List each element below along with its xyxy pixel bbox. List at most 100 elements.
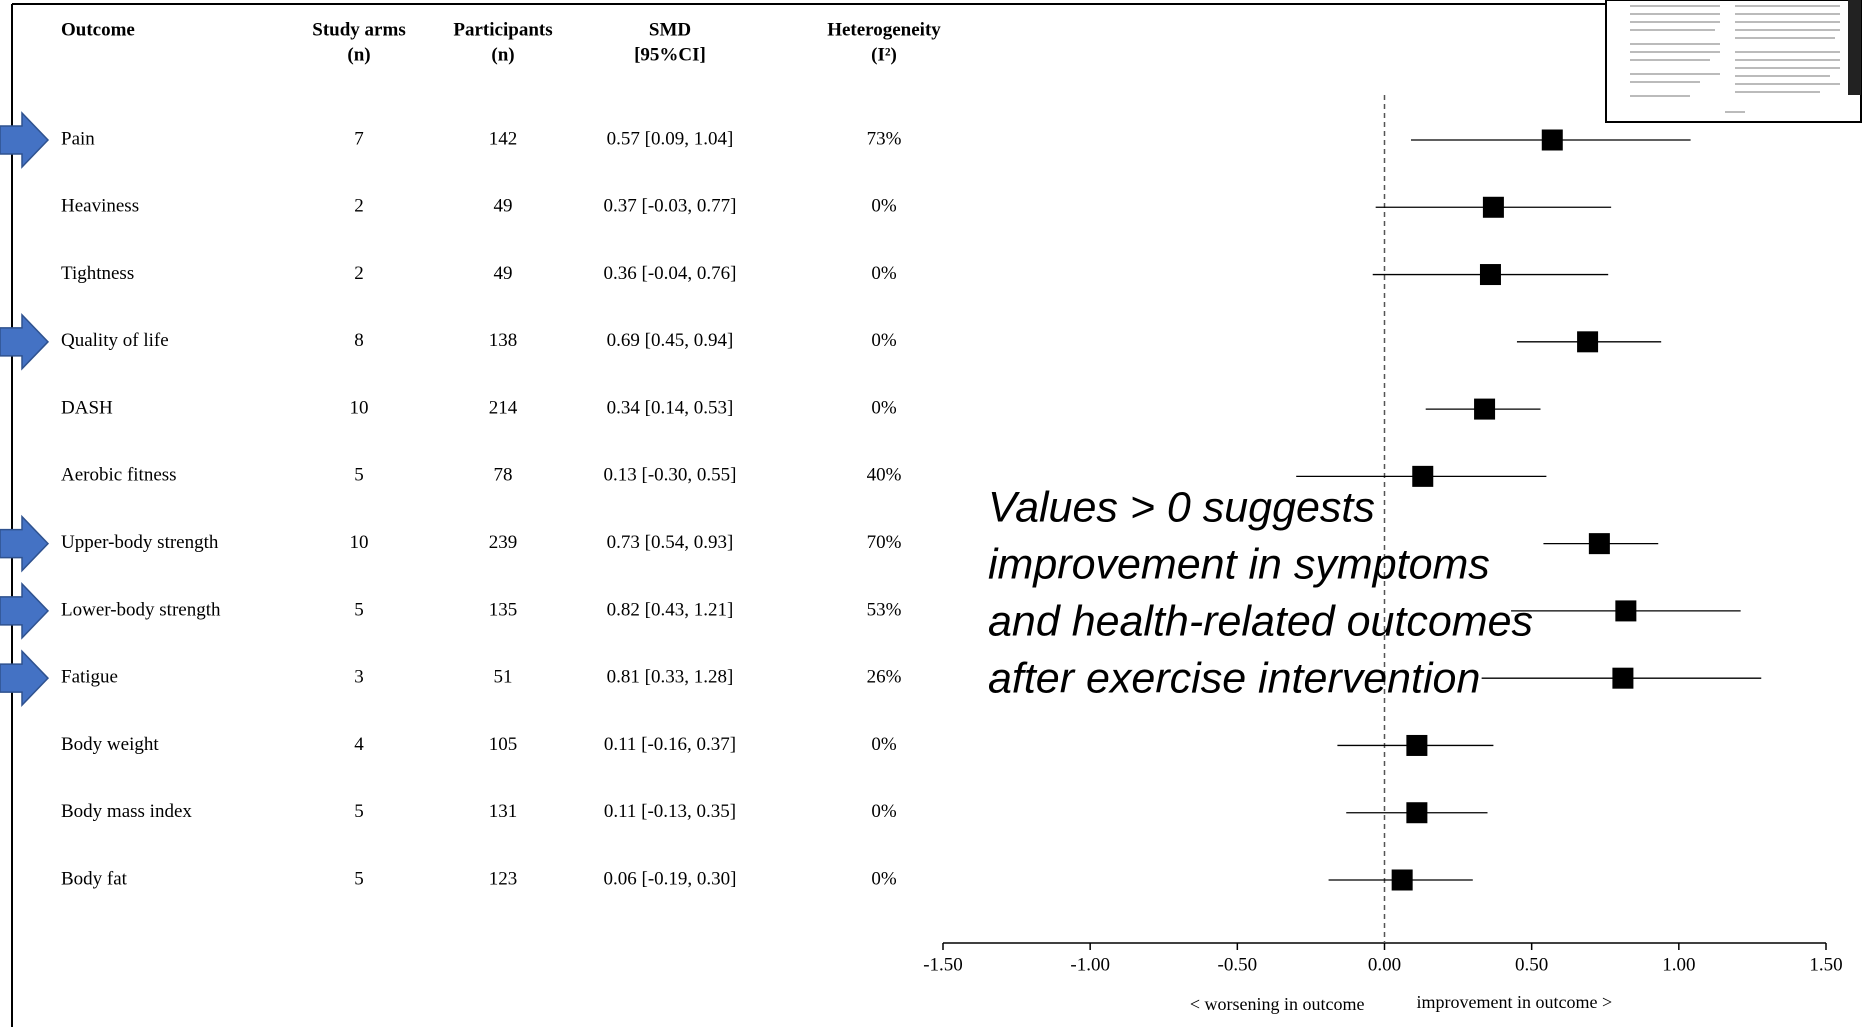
smd-label: 0.69 [0.45, 0.94] — [607, 330, 734, 351]
point-estimate — [1406, 802, 1427, 823]
x-axis-label-left: < worsening in outcome — [1190, 994, 1365, 1014]
x-tick-label: -0.50 — [1218, 954, 1258, 975]
study-arms: 4 — [354, 734, 364, 755]
study-arms: 10 — [350, 532, 369, 553]
highlight-arrow — [0, 315, 48, 369]
smd-label: 0.11 [-0.13, 0.35] — [604, 801, 736, 822]
study-arms: 8 — [354, 330, 364, 351]
outcome-label: Body fat — [61, 868, 128, 889]
participants: 131 — [489, 801, 518, 822]
point-estimate — [1483, 197, 1504, 218]
heterogeneity-label: 0% — [871, 801, 897, 822]
study-arms: 5 — [354, 599, 364, 620]
heterogeneity-label: 0% — [871, 330, 897, 351]
heterogeneity-label: 0% — [871, 263, 897, 284]
smd-label: 0.13 [-0.30, 0.55] — [604, 465, 737, 486]
highlight-arrow — [0, 517, 48, 571]
outcome-label: Lower-body strength — [61, 599, 221, 620]
x-tick-label: 0.50 — [1515, 954, 1548, 975]
outcome-label: Body weight — [61, 734, 159, 755]
study-arms: 7 — [354, 128, 364, 149]
smd-label: 0.57 [0.09, 1.04] — [607, 128, 734, 149]
heterogeneity-label: 0% — [871, 397, 897, 418]
forest-plot-page: Outcome Study arms (n) Participants (n) SMD [9… — [0, 0, 1865, 1027]
participants: 239 — [489, 532, 518, 553]
annotation: Values > 0 suggests — [988, 483, 1375, 531]
column-header: Outcome — [61, 19, 135, 40]
point-estimate — [1542, 130, 1563, 151]
smd-label: 0.11 [-0.16, 0.37] — [604, 734, 736, 755]
point-estimate — [1412, 466, 1433, 487]
x-axis-label-right: improvement in outcome > — [1417, 992, 1613, 1012]
study-arms: 2 — [354, 196, 364, 217]
point-estimate — [1577, 331, 1598, 352]
outcome-label: Tightness — [61, 263, 134, 284]
participants: 214 — [489, 397, 518, 418]
column-header: Study arms — [312, 19, 405, 40]
smd-label: 0.34 [0.14, 0.53] — [607, 397, 734, 418]
outcome-label: Quality of life — [61, 330, 169, 351]
annotation: and health-related outcomes — [988, 597, 1533, 645]
point-estimate — [1474, 399, 1495, 420]
participants: 78 — [494, 465, 513, 486]
annotation: improvement in symptoms — [988, 540, 1490, 588]
column-header: [95%CI] — [634, 44, 706, 65]
highlight-arrow — [0, 113, 48, 167]
outcome-label: DASH — [61, 397, 113, 418]
point-estimate — [1392, 870, 1413, 891]
study-arms: 5 — [354, 801, 364, 822]
outcome-label: Body mass index — [61, 801, 192, 822]
heterogeneity-label: 0% — [871, 734, 897, 755]
participants: 49 — [494, 196, 513, 217]
column-header: (n) — [491, 44, 514, 65]
x-tick-label: 1.50 — [1809, 954, 1842, 975]
heterogeneity-label: 53% — [867, 599, 902, 620]
point-estimate — [1612, 668, 1633, 689]
smd-label: 0.36 [-0.04, 0.76] — [604, 263, 737, 284]
smd-label: 0.73 [0.54, 0.93] — [607, 532, 734, 553]
heterogeneity-label: 0% — [871, 868, 897, 889]
outcome-label: Fatigue — [61, 667, 118, 688]
column-header: Heterogeneity — [827, 19, 941, 40]
column-header: Participants — [453, 19, 552, 40]
heterogeneity-label: 26% — [867, 667, 902, 688]
highlight-arrow — [0, 584, 48, 638]
participants: 135 — [489, 599, 518, 620]
smd-label: 0.06 [-0.19, 0.30] — [604, 868, 737, 889]
column-header: SMD — [649, 19, 691, 40]
annotation: after exercise intervention — [988, 654, 1480, 702]
outcome-label: Pain — [61, 128, 95, 149]
highlight-arrow — [0, 651, 48, 705]
participants: 49 — [494, 263, 513, 284]
smd-label: 0.82 [0.43, 1.21] — [607, 599, 734, 620]
smd-label: 0.81 [0.33, 1.28] — [607, 667, 734, 688]
heterogeneity-label: 73% — [867, 128, 902, 149]
x-tick-label: -1.00 — [1070, 954, 1110, 975]
outcome-label: Upper-body strength — [61, 532, 219, 553]
heterogeneity-label: 40% — [867, 465, 902, 486]
point-estimate — [1480, 264, 1501, 285]
study-arms: 5 — [354, 868, 364, 889]
column-header: (I²) — [871, 44, 897, 65]
outcome-label: Heaviness — [61, 196, 139, 217]
paper-thumbnail — [1606, 0, 1861, 122]
smd-label: 0.37 [-0.03, 0.77] — [604, 196, 737, 217]
x-tick-label: 1.00 — [1662, 954, 1695, 975]
study-arms: 5 — [354, 465, 364, 486]
participants: 138 — [489, 330, 518, 351]
outcome-label: Aerobic fitness — [61, 465, 177, 486]
participants: 142 — [489, 128, 518, 149]
x-tick-label: 0.00 — [1368, 954, 1401, 975]
point-estimate — [1406, 735, 1427, 756]
heterogeneity-label: 70% — [867, 532, 902, 553]
x-tick-label: -1.50 — [923, 954, 963, 975]
heterogeneity-label: 0% — [871, 196, 897, 217]
point-estimate — [1615, 600, 1636, 621]
point-estimate — [1589, 533, 1610, 554]
study-arms: 2 — [354, 263, 364, 284]
participants: 51 — [494, 667, 513, 688]
participants: 105 — [489, 734, 518, 755]
study-arms: 10 — [350, 397, 369, 418]
study-arms: 3 — [354, 667, 364, 688]
column-header: (n) — [347, 44, 370, 65]
